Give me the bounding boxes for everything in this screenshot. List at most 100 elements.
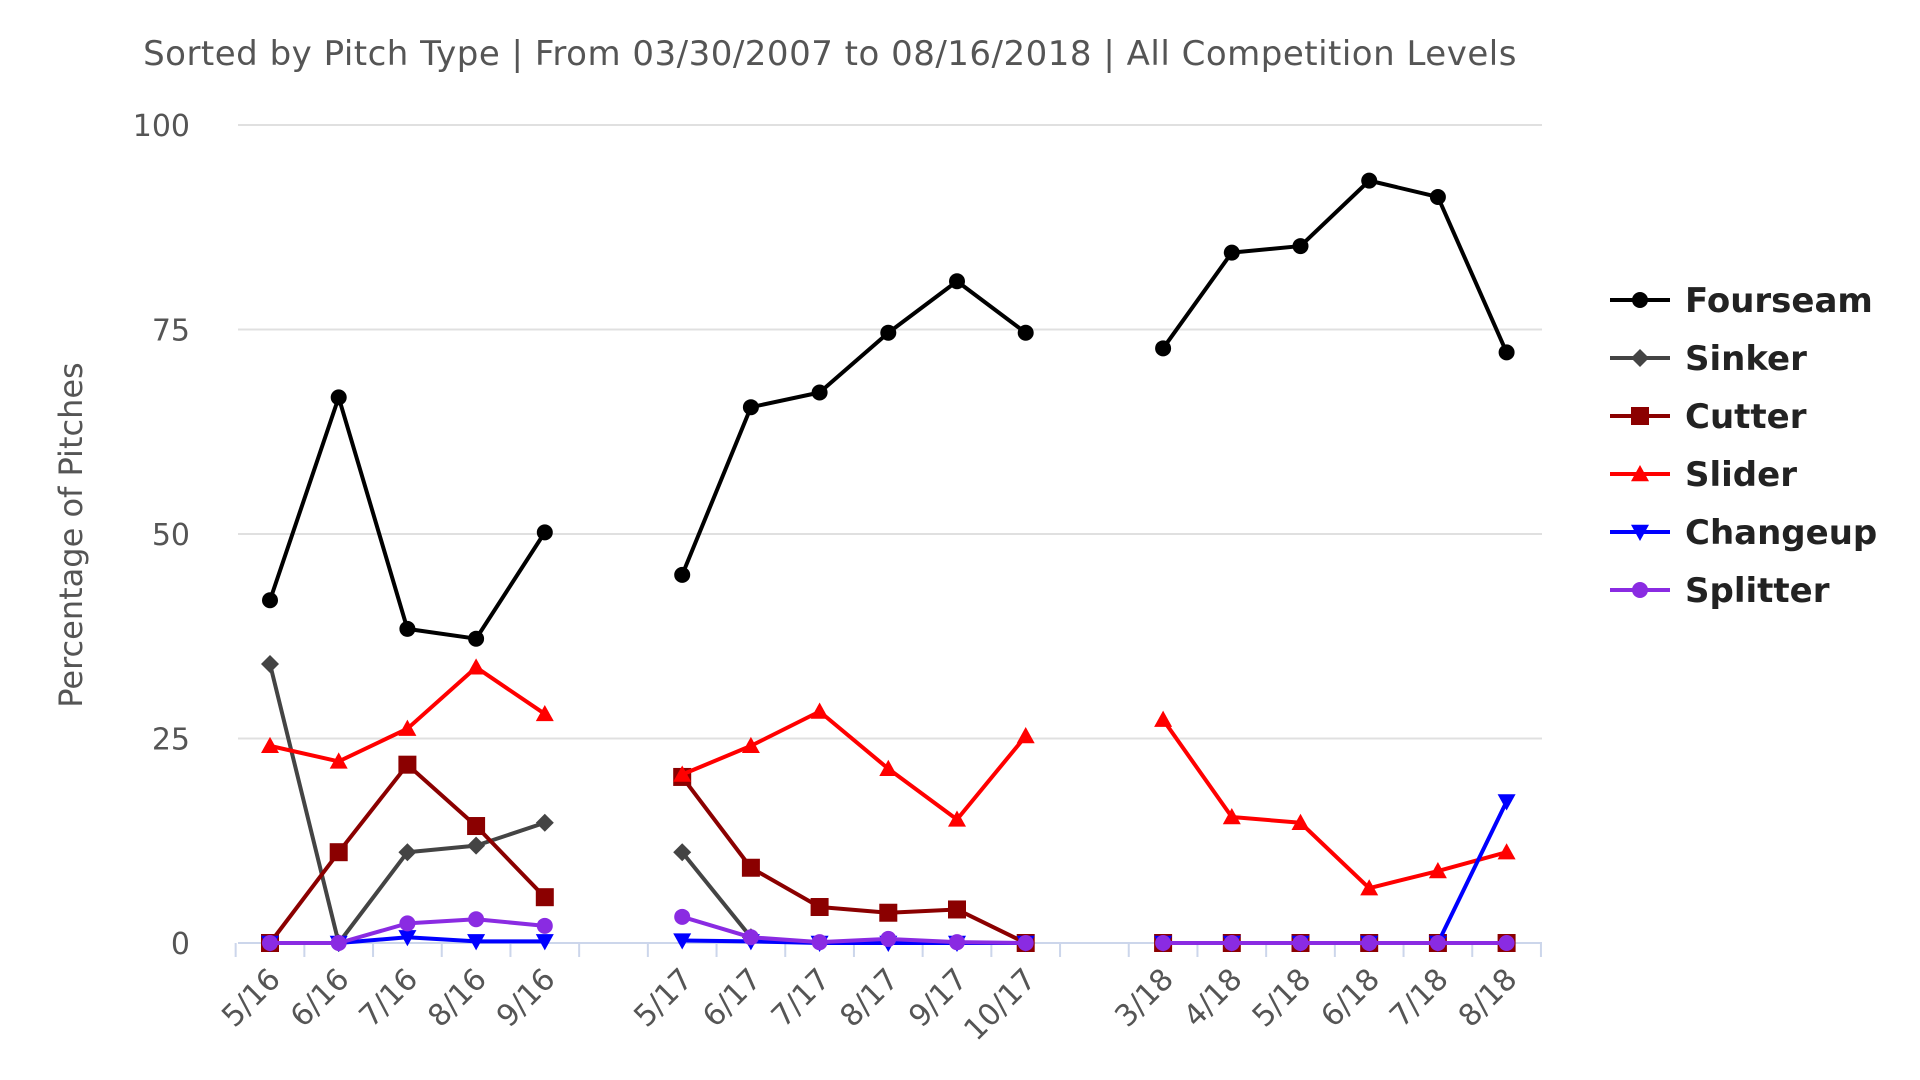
data-point[interactable] — [880, 324, 897, 341]
data-point[interactable] — [329, 843, 348, 862]
series-line — [1163, 800, 1509, 945]
data-point[interactable] — [673, 765, 692, 782]
series-line — [1161, 718, 1508, 891]
data-point[interactable] — [399, 620, 416, 637]
data-point[interactable] — [398, 843, 417, 862]
data-point[interactable] — [468, 630, 485, 647]
data-point[interactable] — [1291, 813, 1310, 830]
data-point[interactable] — [741, 858, 760, 877]
legend-item-changeup[interactable]: Changeup — [1610, 513, 1877, 553]
data-point[interactable] — [1361, 172, 1378, 189]
data-point[interactable] — [880, 930, 897, 947]
data-point[interactable] — [467, 836, 486, 855]
data-point[interactable] — [1155, 935, 1172, 951]
data-point[interactable] — [467, 934, 486, 951]
data-point[interactable] — [330, 389, 347, 406]
data-point[interactable] — [879, 903, 898, 922]
data-point[interactable] — [262, 592, 278, 609]
data-point[interactable] — [1497, 843, 1516, 860]
data-point[interactable] — [811, 934, 828, 951]
data-point[interactable] — [467, 817, 486, 836]
x-tick-label: 6/16 — [284, 962, 356, 1034]
data-point[interactable] — [742, 929, 759, 946]
data-point[interactable] — [1223, 935, 1240, 951]
x-tick-label: 4/18 — [1177, 962, 1249, 1034]
data-point[interactable] — [535, 934, 554, 951]
data-point[interactable] — [536, 917, 553, 934]
data-point[interactable] — [1017, 324, 1034, 341]
data-point[interactable] — [741, 736, 760, 754]
data-point[interactable] — [1016, 727, 1035, 744]
data-point[interactable] — [262, 935, 278, 951]
x-tick-label: 3/18 — [1108, 962, 1180, 1034]
legend-label: Fourseam — [1685, 281, 1873, 321]
data-point[interactable] — [398, 930, 417, 947]
data-point[interactable] — [330, 935, 347, 951]
x-tick-label: 7/18 — [1383, 962, 1455, 1034]
x-tick-label: 5/16 — [215, 962, 287, 1034]
data-point[interactable] — [948, 900, 966, 919]
data-point[interactable] — [742, 399, 759, 416]
series-line — [681, 709, 1028, 822]
data-point[interactable] — [467, 658, 486, 675]
x-tick-label: 7/17 — [765, 962, 837, 1034]
data-point[interactable] — [1498, 935, 1515, 951]
data-point[interactable] — [398, 719, 417, 736]
data-point[interactable] — [674, 908, 691, 925]
series-line — [268, 663, 546, 945]
data-point[interactable] — [535, 888, 554, 907]
data-point[interactable] — [536, 524, 553, 541]
y-tick-label: 50 — [152, 518, 190, 553]
data-point[interactable] — [879, 759, 898, 776]
chart-subtitle: Sorted by Pitch Type | From 03/30/2007 t… — [143, 34, 1517, 74]
data-point[interactable] — [1155, 340, 1172, 357]
data-point[interactable] — [949, 934, 965, 951]
data-point[interactable] — [1292, 238, 1309, 255]
series-line — [1161, 178, 1509, 354]
series-layer — [261, 172, 1516, 952]
data-point[interactable] — [329, 752, 348, 769]
data-point[interactable] — [1017, 935, 1034, 951]
data-point[interactable] — [1429, 935, 1446, 951]
data-point[interactable] — [1498, 344, 1515, 361]
legend-item-fourseam[interactable]: Fourseam — [1610, 281, 1873, 321]
data-point[interactable] — [811, 384, 828, 401]
data-point[interactable] — [261, 655, 279, 674]
data-point[interactable] — [1223, 244, 1240, 261]
data-point[interactable] — [398, 755, 417, 774]
data-point[interactable] — [468, 911, 485, 928]
data-point[interactable] — [1429, 188, 1446, 205]
series-line — [680, 775, 1027, 945]
data-point[interactable] — [535, 704, 554, 722]
series-line — [268, 395, 547, 641]
legend-marker — [1631, 465, 1649, 482]
data-point[interactable] — [810, 898, 829, 917]
data-point[interactable] — [674, 566, 691, 583]
y-tick-label: 0 — [171, 927, 190, 962]
data-point[interactable] — [535, 813, 554, 832]
legend-item-splitter[interactable]: Splitter — [1610, 571, 1830, 611]
x-tick-label: 8/16 — [421, 962, 493, 1034]
data-point[interactable] — [1428, 862, 1447, 879]
legend-marker — [1632, 292, 1648, 308]
x-tick-label: 10/17 — [957, 962, 1043, 1048]
data-point[interactable] — [1222, 808, 1241, 825]
data-point[interactable] — [1360, 879, 1379, 896]
data-point[interactable] — [399, 915, 416, 932]
legend-item-slider[interactable]: Slider — [1610, 455, 1797, 495]
data-point[interactable] — [1154, 710, 1173, 727]
data-point[interactable] — [1292, 935, 1309, 951]
data-point[interactable] — [261, 736, 279, 754]
data-point[interactable] — [948, 810, 966, 827]
data-point[interactable] — [949, 273, 965, 290]
data-point[interactable] — [673, 843, 692, 862]
legend: Fourseam Sinker Cutter Slider Changeup Splitt… — [1610, 281, 1877, 611]
data-point[interactable] — [1361, 935, 1378, 951]
legend-item-cutter[interactable]: Cutter — [1610, 397, 1807, 437]
data-point[interactable] — [810, 702, 829, 719]
y-tick-label: 25 — [152, 723, 190, 758]
data-point[interactable] — [1497, 794, 1516, 811]
legend-item-sinker[interactable]: Sinker — [1610, 339, 1807, 379]
data-point[interactable] — [673, 933, 692, 950]
